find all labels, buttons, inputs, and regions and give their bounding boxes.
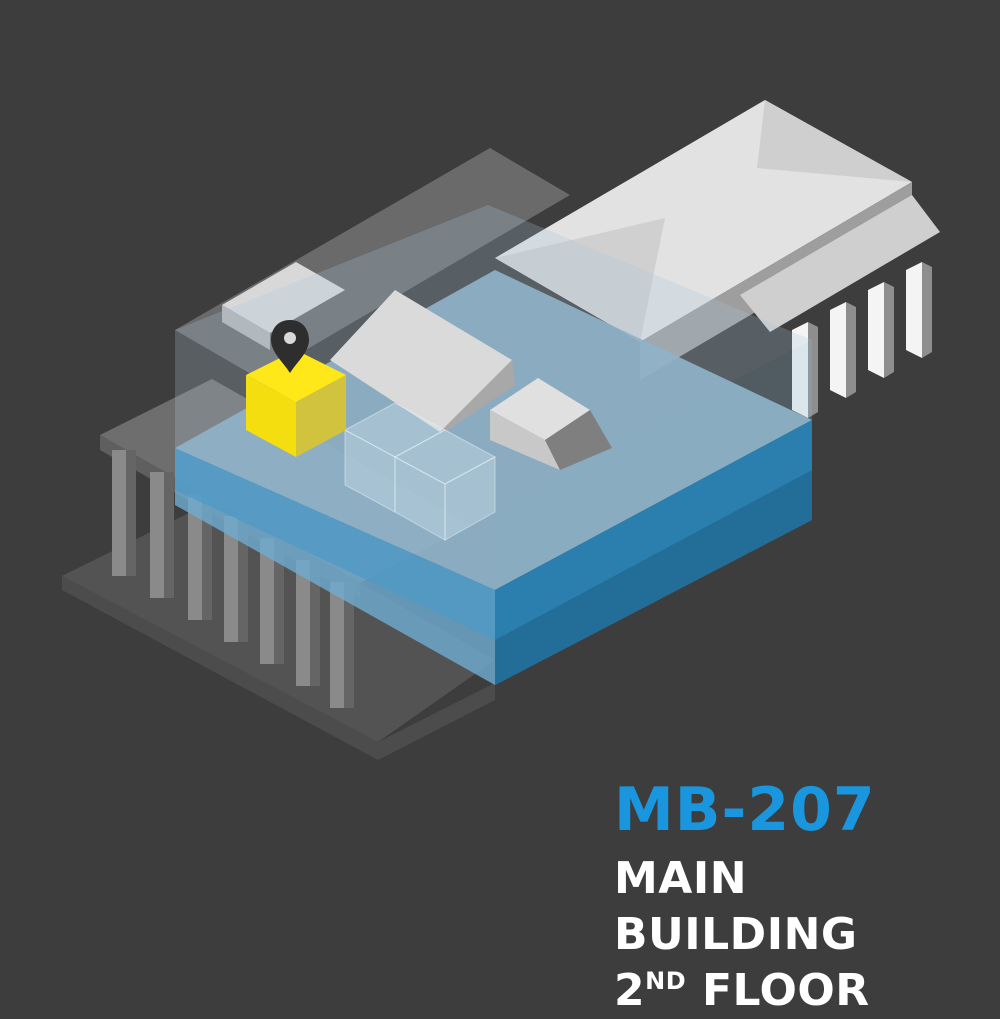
right-wing (495, 100, 940, 418)
highlighted-room (246, 350, 346, 457)
building-name: MAIN BUILDING (614, 853, 858, 960)
location-pin-icon (271, 320, 309, 373)
floor-label: 2ND FLOOR (614, 963, 984, 1019)
room-label: MB-207 MAIN BUILDING 2ND FLOOR (614, 775, 984, 1019)
room-code: MB-207 (614, 775, 876, 845)
right-wing-columns (792, 262, 932, 418)
floor-word: FLOOR (701, 965, 870, 1016)
floor-rooms (330, 290, 612, 541)
floor-number: 2 (614, 965, 646, 1016)
floor-suffix: ND (645, 967, 687, 995)
left-wing-columns (112, 450, 344, 708)
